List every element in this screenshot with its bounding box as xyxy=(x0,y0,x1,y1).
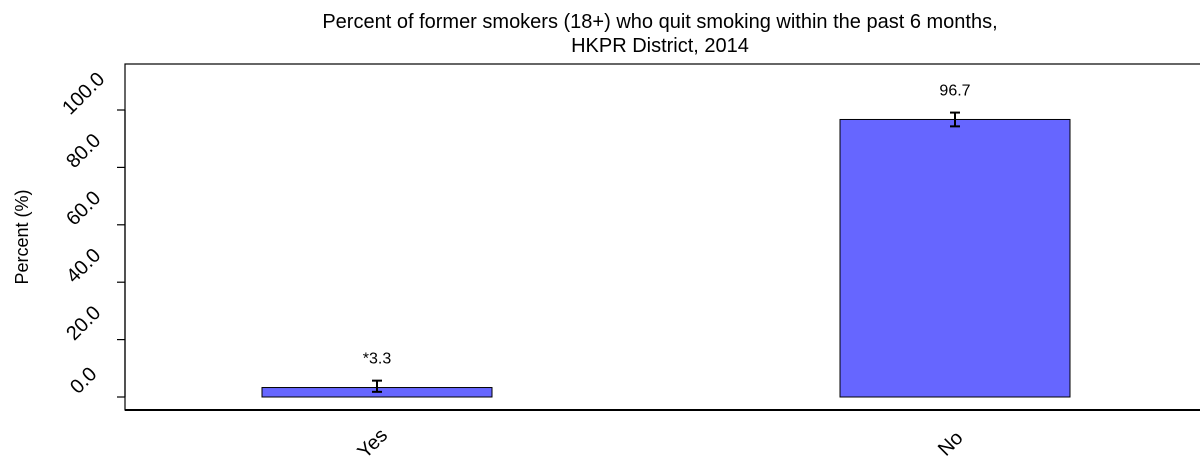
y-tick-label: 40.0 xyxy=(62,244,105,287)
data-label: *3.3 xyxy=(363,351,392,368)
x-axis: Yes No xyxy=(353,424,967,462)
x-tick-label: No xyxy=(934,427,968,461)
y-tick-label: 80.0 xyxy=(62,130,105,173)
y-tick-label: 20.0 xyxy=(62,302,105,345)
bar xyxy=(839,118,1071,398)
y-axis-label: Percent (%) xyxy=(12,189,32,284)
bars-group: *3.3 96.7 xyxy=(261,83,1071,398)
chart-title-line-2: HKPR District, 2014 xyxy=(571,35,749,57)
chart-title-line-1: Percent of former smokers (18+) who quit… xyxy=(322,11,997,33)
y-tick-label: 100.0 xyxy=(58,68,109,119)
x-tick-label: Yes xyxy=(353,424,392,462)
y-axis: 0.0 20.0 40.0 60.0 80.0 100.0 xyxy=(58,68,126,398)
data-label: 96.7 xyxy=(939,83,970,100)
y-tick-label: 0.0 xyxy=(66,363,101,398)
y-tick-label: 60.0 xyxy=(62,187,105,230)
